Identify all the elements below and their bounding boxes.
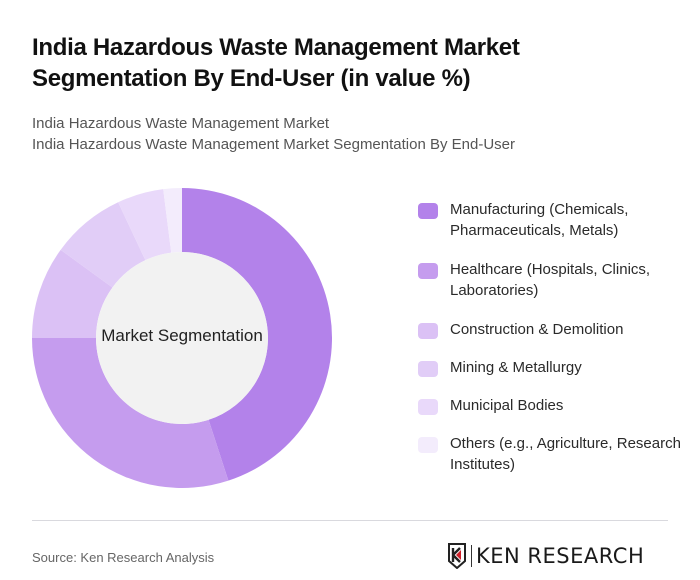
legend-swatch (418, 203, 438, 219)
donut-segment (32, 338, 229, 488)
legend-swatch (418, 323, 438, 339)
legend-swatch (418, 361, 438, 377)
donut-segment (182, 188, 332, 481)
donut-hole (96, 252, 268, 424)
legend-item: Mining & Metallurgy (418, 357, 688, 378)
chart-title: India Hazardous Waste Management Market … (32, 34, 520, 92)
donut-center-label: Market Segmentation (101, 326, 263, 345)
donut-segment (32, 249, 113, 338)
legend-swatch (418, 399, 438, 415)
legend-item: Construction & Demolition (418, 319, 688, 340)
chart-subtitle: India Hazardous Waste Management Market … (32, 113, 515, 155)
donut-segment (118, 189, 172, 261)
logo-separator (471, 545, 472, 567)
legend-label: Healthcare (Hospitals, Clinics, Laborato… (450, 261, 651, 299)
ken-research-logo-icon (448, 543, 466, 569)
donut-chart (32, 188, 332, 488)
legend-label: Manufacturing (Chemicals, Pharmaceutical… (450, 201, 629, 239)
legend-label: Construction & Demolition (450, 321, 624, 338)
subtitle-line-2: India Hazardous Waste Management Market … (32, 136, 516, 153)
legend-item: Municipal Bodies (418, 395, 688, 416)
legend-item: Manufacturing (Chemicals, Pharmaceutical… (418, 199, 688, 241)
subtitle-line-1: India Hazardous Waste Management Market (32, 115, 330, 132)
logo-text: KEN RESEARCH (476, 544, 645, 568)
chart-legend: Manufacturing (Chemicals, Pharmaceutical… (418, 199, 688, 475)
legend-swatch (418, 437, 438, 453)
legend-item: Others (e.g., Agriculture, Research Inst… (418, 433, 688, 475)
source-note: Source: Ken Research Analysis (32, 550, 215, 565)
ken-research-logo: KEN RESEARCH (447, 543, 644, 569)
donut-segment (163, 188, 182, 253)
legend-label: Others (e.g., Agriculture, Research Inst… (450, 435, 681, 473)
legend-label: Mining & Metallurgy (450, 359, 582, 376)
footer-divider (32, 520, 668, 521)
legend-item: Healthcare (Hospitals, Clinics, Laborato… (418, 259, 688, 301)
legend-label: Municipal Bodies (450, 397, 564, 414)
legend-swatch (418, 263, 438, 279)
donut-segment (60, 202, 146, 288)
